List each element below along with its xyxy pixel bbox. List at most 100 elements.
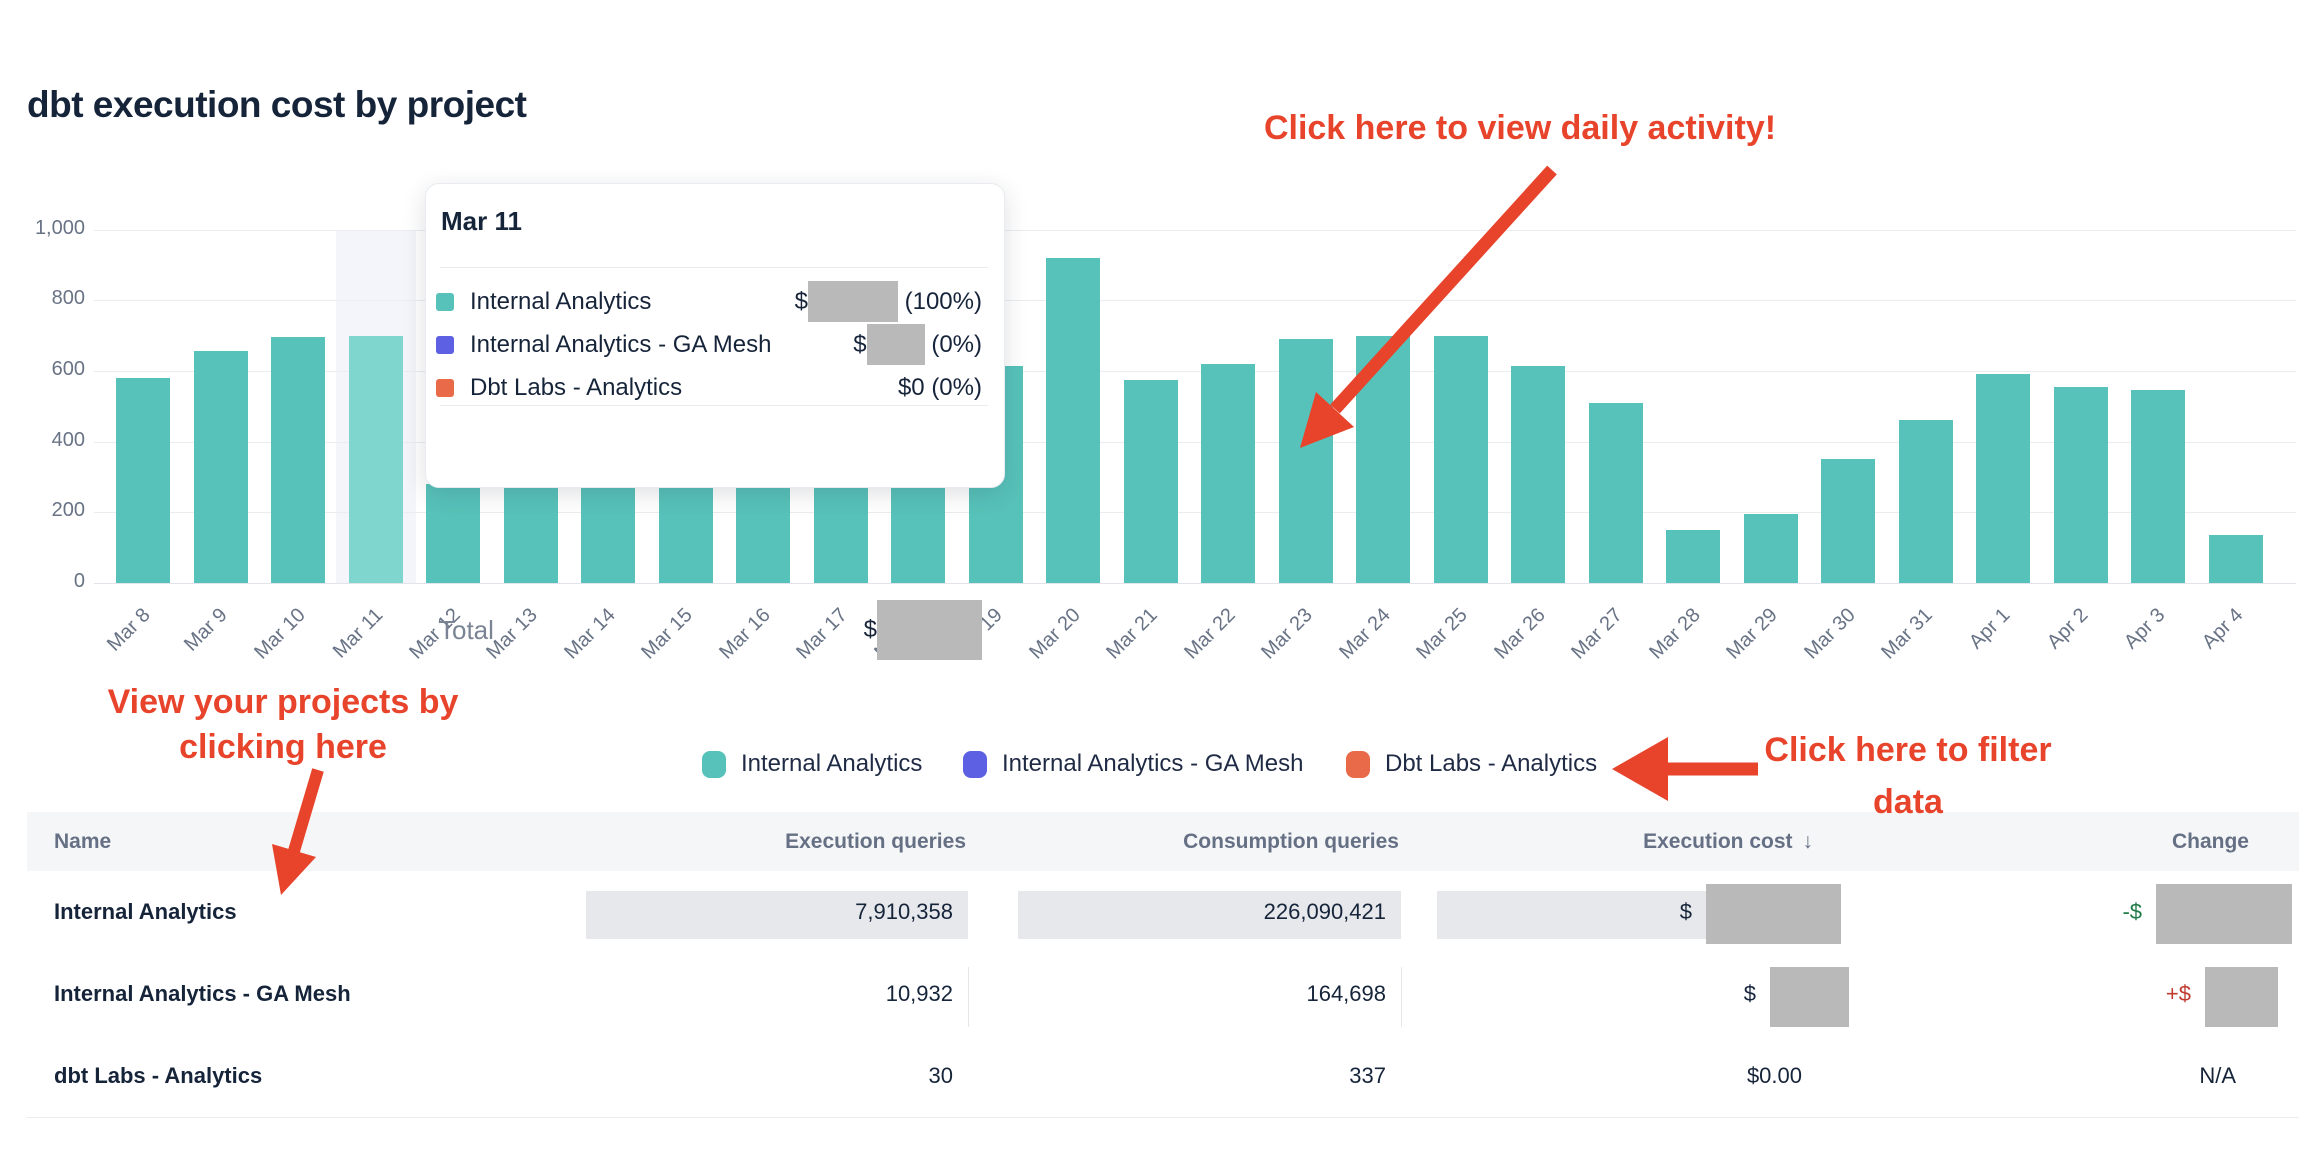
cost-bar-chart: 0 200 400 600 800 1,000 Mar 8 Mar 9 Mar 10 Mar 11… <box>34 216 2296 664</box>
x-axis-tick-label: Apr 3 <box>2120 604 2170 654</box>
bar-mar-30[interactable] <box>1821 459 1875 583</box>
bar-mar-24[interactable] <box>1356 335 1410 583</box>
x-axis-tick-label: Mar 25 <box>1412 604 1473 664</box>
tooltip-row-2: Internal Analytics - GA Mesh $ (0%) <box>436 323 982 366</box>
bar-mar-10[interactable] <box>271 337 325 583</box>
bar-mar-12[interactable] <box>426 484 480 583</box>
sort-descending-icon[interactable]: ↓ <box>1802 829 1814 853</box>
tooltip-total-value: $ <box>864 600 982 660</box>
legend-swatch-icon <box>1346 750 1370 778</box>
column-header-consumption-queries[interactable]: Consumption queries <box>1183 829 1399 853</box>
bar-mar-29[interactable] <box>1743 514 1798 583</box>
bar-mar-14[interactable] <box>581 484 635 583</box>
bar-mar-11[interactable] <box>348 335 403 583</box>
bar-mar-22[interactable] <box>1201 363 1255 583</box>
tooltip-row-1: Internal Analytics $ (100%) <box>436 280 982 323</box>
change-redaction <box>2205 967 2278 1027</box>
bar-apr-1[interactable] <box>1976 374 2030 583</box>
tooltip-series-swatch-icon <box>436 335 454 354</box>
tooltip-series-swatch-icon <box>436 378 454 397</box>
column-header-execution-cost[interactable]: Execution cost ↓ <box>1413 812 1813 871</box>
table-row[interactable]: Internal Analytics 7,910,358 226,090,421 $ -… <box>27 871 2299 954</box>
column-header-name[interactable]: Name <box>54 829 112 853</box>
consumption-queries-cell: 164,698 <box>1306 981 1386 1006</box>
x-axis-tick-label: Mar 28 <box>1644 604 1705 664</box>
annotation-daily-activity: Click here to view daily activity! <box>1200 104 1840 152</box>
consumption-queries-cell: 337 <box>1349 1063 1386 1088</box>
table-row[interactable]: dbt Labs - Analytics 30 337 $0.00 N/A <box>27 1035 2299 1118</box>
tooltip-total-row: Total $ <box>439 600 982 660</box>
bar-apr-3[interactable] <box>2131 390 2185 583</box>
bar-mar-31[interactable] <box>1898 420 1953 583</box>
legend-item-internal-analytics-ga-mesh[interactable]: Internal Analytics - GA Mesh <box>963 744 1303 784</box>
bar-mar-25[interactable] <box>1433 335 1488 583</box>
x-axis-tick-label: Mar 20 <box>1024 604 1085 664</box>
bar-mar-16[interactable] <box>736 484 790 583</box>
projects-table-header: Name Execution queries Consumption queri… <box>27 812 2299 872</box>
tooltip-series-value: $ (100%) <box>795 281 982 322</box>
legend-item-label: Internal Analytics <box>741 750 923 777</box>
tooltip-series-swatch-icon <box>436 292 454 311</box>
annotation-view-projects: View your projects by clicking here <box>60 680 506 770</box>
tooltip-value-redaction <box>807 281 898 322</box>
execution-cost-redaction <box>1706 884 1841 944</box>
tooltip-value-redaction <box>866 324 925 365</box>
execution-queries-cell: 10,932 <box>885 981 953 1006</box>
table-row[interactable]: Internal Analytics - GA Mesh 10,932 164,69… <box>27 953 2299 1036</box>
x-axis-tick-label: Mar 8 <box>102 604 155 656</box>
column-header-execution-queries[interactable]: Execution queries <box>785 829 966 853</box>
bar-mar-8[interactable] <box>116 377 170 583</box>
y-axis-tick-label: 200 <box>51 499 85 522</box>
chart-tooltip: Mar 11 Internal Analytics $ (100%) Interna… <box>425 183 1005 660</box>
bar-mar-15[interactable] <box>658 484 713 583</box>
x-axis-tick-label: Apr 4 <box>2197 604 2248 654</box>
legend-item-label: Dbt Labs - Analytics <box>1385 750 1598 777</box>
tooltip-series-label: Dbt Labs - Analytics <box>470 373 683 401</box>
project-name-cell[interactable]: Internal Analytics - GA Mesh <box>54 981 351 1006</box>
legend-item-dbt-labs-analytics[interactable]: Dbt Labs - Analytics <box>1346 744 1597 784</box>
tooltip-value-percent: (0%) <box>924 330 982 358</box>
tooltip-row-3: Dbt Labs - Analytics $0 (0%) <box>436 366 982 409</box>
bar-mar-28[interactable] <box>1666 529 1720 583</box>
x-axis-tick-label: Mar 29 <box>1722 604 1783 664</box>
tooltip-series-value: $0 (0%) <box>898 374 982 402</box>
bar-mar-21[interactable] <box>1123 379 1178 583</box>
bar-mar-26[interactable] <box>1511 365 1565 583</box>
execution-cost-highlight-box <box>1437 891 1707 939</box>
y-axis-tick-label: 1,000 <box>34 216 85 239</box>
legend-item-internal-analytics[interactable]: Internal Analytics <box>702 744 922 784</box>
consumption-queries-highlight-box <box>1018 891 1401 939</box>
execution-cost-cell: $0.00 <box>1746 1063 1802 1088</box>
y-axis-tick-label: 400 <box>51 428 85 451</box>
bar-mar-9[interactable] <box>193 351 248 583</box>
y-axis-tick-label: 0 <box>73 570 85 592</box>
tooltip-value-percent: (100%) <box>897 287 982 315</box>
tooltip-total-label: Total <box>439 614 494 645</box>
bar-apr-4[interactable] <box>2208 535 2263 583</box>
bar-mar-27[interactable] <box>1588 402 1643 583</box>
column-divider <box>968 967 969 1027</box>
x-axis-tick-label: Mar 26 <box>1489 604 1550 664</box>
execution-cost-prefix: $ <box>1743 981 1756 1006</box>
consumption-queries-cell: 226,090,421 <box>1263 899 1386 924</box>
change-cell: N/A <box>2199 1063 2236 1088</box>
tooltip-divider-bottom <box>440 405 988 406</box>
column-header-change[interactable]: Change <box>2171 829 2249 853</box>
bar-mar-13[interactable] <box>503 484 558 583</box>
tooltip-total-prefix: $ <box>863 616 877 643</box>
bar-mar-18[interactable] <box>891 484 945 583</box>
tooltip-total-redaction <box>877 600 982 660</box>
annotation-filter-data-line2: data <box>1873 783 1943 821</box>
x-axis-tick-label: Mar 27 <box>1567 604 1628 664</box>
annotation-view-projects-line2: clicking here <box>179 728 387 766</box>
bar-apr-2[interactable] <box>2053 386 2108 583</box>
x-axis-tick-label: Mar 9 <box>180 604 233 656</box>
bar-mar-23[interactable] <box>1278 339 1333 583</box>
bar-mar-20[interactable] <box>1046 257 1100 583</box>
bar-mar-17[interactable] <box>813 484 868 583</box>
project-name-cell[interactable]: Internal Analytics <box>54 899 237 924</box>
project-name-cell[interactable]: dbt Labs - Analytics <box>54 1063 263 1088</box>
change-redaction <box>2156 884 2292 944</box>
annotation-daily-activity-text: Click here to view daily activity! <box>1263 109 1777 147</box>
